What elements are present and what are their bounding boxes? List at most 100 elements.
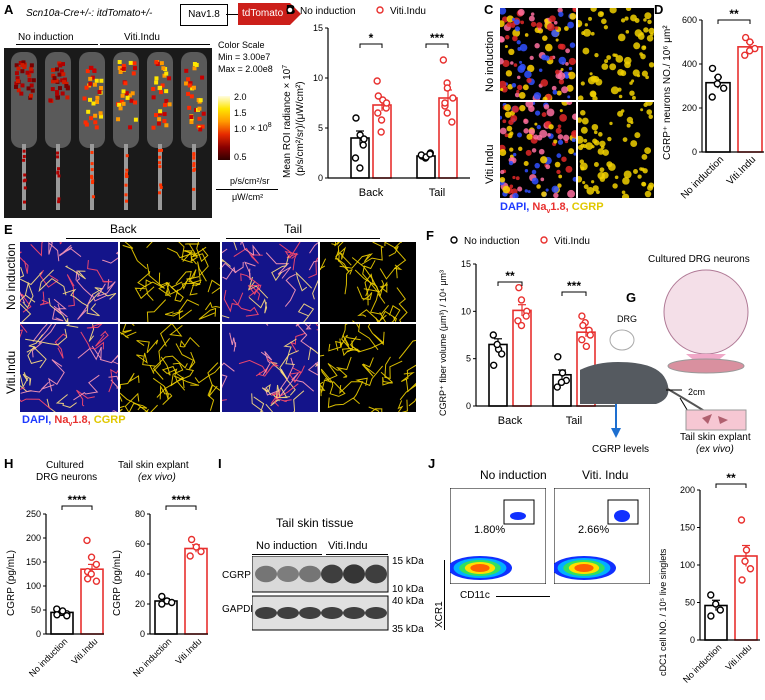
signal-pixel [196,97,201,102]
tail-signal [124,172,128,176]
cell-dot [566,102,573,106]
cell-dot [614,175,619,180]
gate-box [503,499,535,525]
nerve-fiber [179,336,200,348]
cell-dot [565,62,569,66]
legend-viti: Viti.Indu [390,6,426,17]
nerve-fiber [22,372,32,386]
signal-pixel [84,85,89,90]
signal-pixel [154,60,159,65]
data-point [741,557,749,565]
nerve-fiber [233,247,263,264]
cell-dot [529,55,534,60]
cell-dot [646,109,653,115]
cell-dot [599,167,605,173]
signal-pixel [160,83,165,88]
signal-pixel [162,112,167,117]
nerve-fiber [361,242,385,265]
signal-pixel [18,60,23,65]
cell-dot [524,189,528,193]
cell-dot [524,70,532,79]
cell-dot [582,47,590,55]
cell-dot [528,15,535,22]
nerve-fiber [308,257,318,279]
cell-dot [567,95,571,99]
y-tick-label: 15 [461,259,471,269]
nerve-fiber [320,368,334,393]
nerve-fiber [328,340,342,352]
cell-dot [509,131,514,136]
nerve-fiber [380,371,394,386]
cell-dot [558,11,564,17]
bar [737,46,763,153]
tail-signal [159,183,163,187]
signal-pixel [28,93,33,98]
data-point [582,342,591,351]
cell-dot [553,192,559,198]
c-stain-nav-base: Na [532,201,547,213]
cell-dot [556,90,562,96]
group-line-viti [100,44,210,45]
cell-dot [506,15,514,23]
signal-pixel [92,68,97,73]
cell-dot [601,18,607,25]
c-img-noind-cgrp [578,8,654,100]
cell-dot [554,69,560,75]
cell-dot [545,164,551,170]
nerve-fiber [20,387,52,410]
signal-pixel [156,121,161,126]
cell-dot [572,131,576,136]
signal-pixel [98,111,103,116]
cell-dot [590,8,597,12]
e-row-noind: No induction [4,243,18,310]
nerve-fiber [87,260,113,283]
data-point [83,575,92,583]
cell-dot [645,102,653,106]
signal-pixel [164,71,169,76]
e-img-back-noind-cgrp [120,242,220,322]
cell-dot [589,72,593,76]
panel-e-label: E [4,222,13,237]
e-img-back-viti-merge [20,324,118,412]
signal-pixel [167,76,172,81]
y-tick-label: 150 [26,557,41,567]
nerve-fiber [248,284,262,301]
y-tick-label: 200 [26,533,41,543]
signal-pixel [55,95,60,100]
nerve-fiber [399,378,416,401]
g-drg-bubble [609,329,635,351]
nerve-fiber [315,324,318,331]
tail-signal [56,155,60,159]
cell-dot [541,54,548,61]
cell-dot [505,35,510,40]
legend-marker-viti [376,6,384,14]
nerve-fiber [76,389,95,407]
cell-dot [507,84,513,90]
cell-dot [601,63,609,70]
cell-dot [512,175,516,180]
signal-pixel [14,63,19,68]
nerve-fiber [120,372,140,386]
nerve-fiber [222,248,228,254]
data-point [443,84,452,92]
signal-pixel [55,90,60,95]
cell-dot [624,16,629,21]
cell-dot [637,174,642,179]
cell-dot [538,148,545,155]
cell-dot [500,148,507,157]
data-point [53,611,61,619]
signal-pixel [121,66,126,71]
cell-dot [557,183,562,188]
cell-dot [549,15,556,23]
signal-pixel [151,95,156,100]
mouse-silhouette [113,52,139,148]
g-schematic [580,269,749,438]
data-point [578,312,586,320]
cell-dot [633,169,638,174]
nerve-fiber [170,281,184,302]
mouse-tail [22,144,26,210]
signal-pixel [64,81,69,86]
nerve-fiber [136,352,156,367]
colorbar-tick-0: 2.0 [234,92,247,102]
